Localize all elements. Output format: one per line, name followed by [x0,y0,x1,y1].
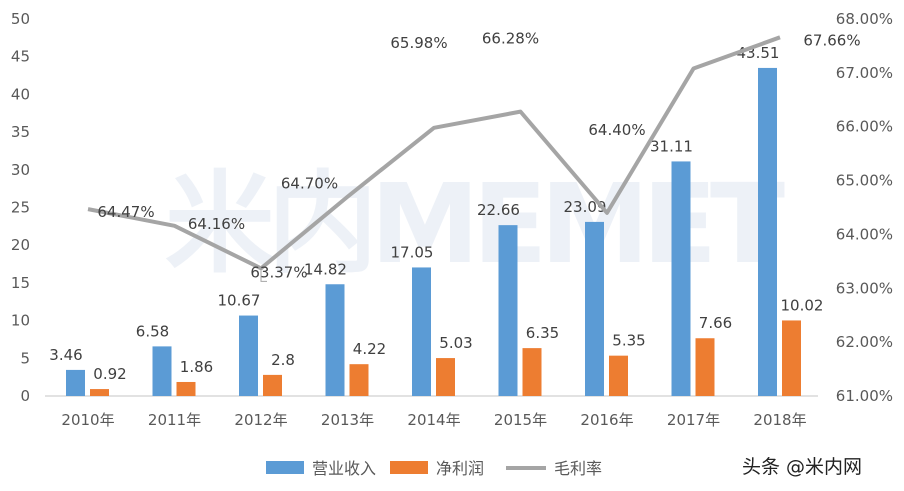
y-right-tick-label: 65.00% [836,172,893,190]
legend-swatch [266,461,304,474]
y-left-tick-label: 50 [11,10,30,28]
bar-revenue [239,315,258,396]
y-left-tick-label: 25 [11,199,30,217]
bar-revenue [152,346,172,396]
x-tick-label: 2017年 [667,411,720,429]
y-right-tick-label: 64.00% [836,225,893,243]
y-right-tick-label: 67.00% [836,64,893,82]
y-right-tick-label: 62.00% [836,333,893,351]
bar-revenue [585,221,604,396]
credit-text: 头条 @米内网 [742,456,863,478]
data-label-revenue: 10.67 [218,292,261,310]
bar-revenue [758,67,777,396]
bar-profit [609,355,628,396]
data-label-revenue: 3.46 [49,346,82,364]
y-left-tick-label: 20 [11,236,30,254]
data-label-gross-margin: 64.70% [281,175,338,193]
legend-label: 营业收入 [312,459,376,478]
data-label-profit: 7.66 [699,314,732,332]
bar-profit [522,348,542,396]
data-label-gross-margin: 65.98% [390,34,447,52]
bar-profit [263,374,282,396]
x-tick-label: 2014年 [407,411,460,429]
bar-profit [90,389,109,396]
x-tick-label: 2010年 [61,411,114,429]
y-right-tick-label: 68.00% [836,10,893,28]
y-left-tick-label: 40 [11,85,30,103]
x-tick-label: 2018年 [753,411,806,429]
y-left-tick-label: 10 [11,312,30,330]
x-tick-label: 2013年 [321,411,374,429]
data-label-revenue: 22.66 [477,201,520,219]
data-label-profit: 5.35 [612,332,645,350]
y-left-tick-label: 0 [20,387,30,405]
data-label-profit: 0.92 [93,365,126,383]
y-left-tick-label: 30 [11,161,30,179]
data-label-gross-margin: 64.47% [97,203,154,221]
bar-revenue [325,284,345,396]
data-label-gross-margin: 67.08% [667,0,724,1]
y-left-tick-label: 45 [11,48,30,66]
bar-profit [176,381,196,396]
data-label-gross-margin: 67.66% [803,31,860,49]
y-right-tick-label: 61.00% [836,387,893,405]
bar-profit [436,358,455,396]
bar-revenue [412,267,431,396]
data-label-gross-margin: 64.16% [188,215,245,233]
x-tick-label: 2012年 [234,411,287,429]
bar-revenue [498,225,518,396]
data-label-profit: 1.86 [180,358,213,376]
bar-revenue [671,161,691,396]
y-left-tick-label: 5 [20,349,30,367]
data-label-revenue: 14.82 [304,260,347,278]
leader-line [260,270,267,282]
x-tick-label: 2011年 [148,411,201,429]
data-label-revenue: 17.05 [391,243,434,261]
data-label-revenue: 6.58 [136,322,169,340]
data-label-profit: 10.02 [781,296,824,314]
data-label-profit: 4.22 [353,340,386,358]
data-label-revenue: 31.11 [650,137,693,155]
data-label-profit: 6.35 [526,324,559,342]
bar-profit [349,364,369,396]
bar-profit [782,320,801,396]
data-label-profit: 2.8 [271,351,295,369]
x-tick-label: 2015年 [494,411,547,429]
bar-revenue [66,369,85,396]
y-left-tick-label: 35 [11,123,30,141]
x-tick-label: 2016年 [580,411,633,429]
data-label-profit: 5.03 [439,334,472,352]
line-gross-margin [87,35,781,271]
y-right-tick-label: 66.00% [836,118,893,136]
y-left-tick-label: 15 [11,274,30,292]
legend-label: 毛利率 [554,459,602,478]
y-right-tick-label: 63.00% [836,279,893,297]
legend-swatch [390,461,428,474]
legend-label: 净利润 [436,459,484,478]
bar-profit [695,338,715,396]
data-label-gross-margin: 63.37% [250,263,307,281]
data-label-gross-margin: 64.40% [588,121,645,139]
data-label-gross-margin: 66.28% [482,30,539,48]
